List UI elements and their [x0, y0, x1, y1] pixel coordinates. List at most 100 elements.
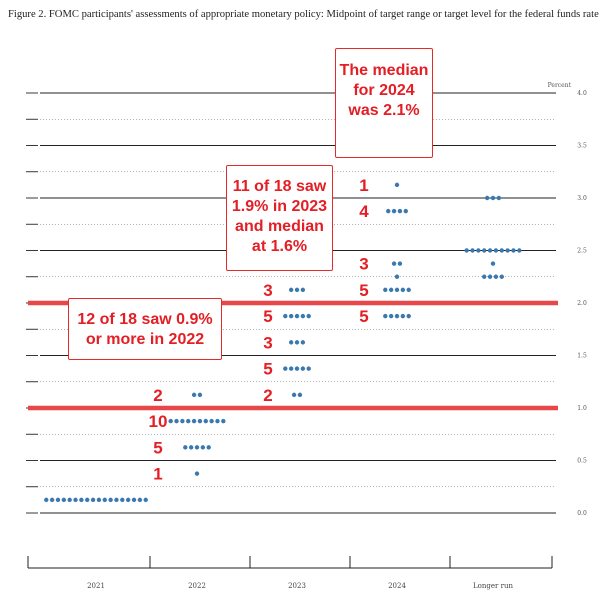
y-tick-labels: 0.0 0.5 1.0 1.5 2.0 2.5 3.0 3.5 4.0	[577, 90, 587, 517]
dot	[493, 274, 499, 279]
y-tick-label: 2.0	[577, 300, 587, 307]
dot	[383, 313, 388, 319]
dot	[394, 182, 400, 188]
dot	[291, 392, 297, 398]
dot	[125, 497, 131, 503]
dot	[511, 248, 516, 253]
count-label: 2	[153, 386, 162, 405]
dot	[406, 313, 411, 319]
dot	[197, 418, 203, 424]
dot	[283, 313, 288, 319]
dot	[388, 287, 394, 293]
x-tick-label: 2023	[288, 582, 306, 590]
dot	[183, 445, 188, 450]
dot	[300, 287, 306, 293]
dot	[400, 313, 406, 319]
dot	[394, 313, 400, 319]
dot	[484, 195, 490, 201]
dot	[406, 287, 411, 293]
dot	[397, 261, 403, 266]
dot	[90, 497, 96, 503]
dot	[306, 313, 311, 319]
dot	[496, 195, 502, 201]
dot	[288, 340, 294, 345]
dot	[209, 418, 214, 424]
dot	[215, 418, 220, 424]
callout-2024-median: The median for 2024 was 2.1%	[335, 48, 433, 158]
dot	[493, 248, 499, 253]
dot	[288, 313, 294, 319]
y-tick-label: 2.5	[577, 248, 587, 255]
dot	[79, 497, 84, 503]
dot	[499, 248, 504, 253]
dot	[397, 208, 403, 214]
dot	[400, 287, 406, 293]
dot	[186, 418, 191, 424]
count-label: 5	[263, 307, 272, 326]
dot	[120, 497, 125, 503]
count-label: 3	[359, 255, 368, 274]
count-label: 2	[263, 386, 272, 405]
dot	[197, 392, 203, 398]
dot	[490, 261, 496, 266]
dot	[294, 287, 300, 293]
dot	[49, 497, 55, 503]
dot	[470, 248, 475, 253]
dot	[114, 497, 119, 503]
dot	[61, 497, 67, 503]
dot	[391, 208, 397, 214]
dot	[517, 248, 522, 253]
dot	[391, 261, 397, 266]
dot	[203, 418, 208, 424]
dot	[490, 195, 496, 201]
dot	[288, 287, 294, 293]
dot	[288, 366, 294, 371]
dot	[294, 340, 300, 345]
dot	[297, 392, 303, 398]
dot	[85, 497, 90, 503]
dot	[191, 418, 197, 424]
dot	[383, 287, 388, 293]
dot	[102, 497, 107, 503]
count-label: 5	[153, 438, 162, 457]
dot	[174, 418, 179, 424]
y-tick-label: 3.0	[577, 195, 587, 202]
x-tick-label: 2024	[388, 582, 406, 590]
dot	[191, 392, 197, 398]
y-tick-label: 1.0	[577, 405, 587, 412]
y-tick-label: 1.5	[577, 353, 587, 360]
count-label: 4	[359, 202, 369, 221]
dot	[67, 497, 72, 503]
dot	[44, 497, 49, 503]
dot	[394, 274, 400, 279]
x-axis: 2021 2022 2023 2024 Longer run	[27, 556, 553, 590]
dot	[403, 208, 408, 214]
dot	[394, 287, 400, 293]
callout-2023: 11 of 18 saw 1.9% in 2023 and median at …	[226, 165, 333, 271]
y-tick-label: 4.0	[577, 90, 587, 97]
dot	[137, 497, 143, 503]
count-label: 5	[359, 307, 368, 326]
dot	[188, 445, 194, 450]
dot	[180, 418, 185, 424]
dot	[143, 497, 148, 503]
callout-2022: 12 of 18 saw 0.9% or more in 2022	[68, 298, 222, 360]
dot	[131, 497, 137, 503]
dot	[194, 445, 200, 450]
dot	[200, 445, 206, 450]
dot	[168, 418, 173, 424]
dot	[294, 366, 300, 371]
dot-series	[44, 182, 522, 503]
dot	[294, 313, 300, 319]
count-label: 3	[263, 281, 272, 300]
dot	[283, 366, 288, 371]
dot	[55, 497, 61, 503]
dot	[300, 340, 306, 345]
count-label: 1	[359, 176, 368, 195]
count-label: 10	[149, 412, 168, 431]
x-tick-label: 2021	[87, 582, 105, 590]
y-tick-label: 0.0	[577, 510, 587, 517]
dot	[499, 274, 504, 279]
dot	[386, 208, 391, 214]
figure-title: Figure 2. FOMC participants' assessments…	[8, 9, 599, 20]
